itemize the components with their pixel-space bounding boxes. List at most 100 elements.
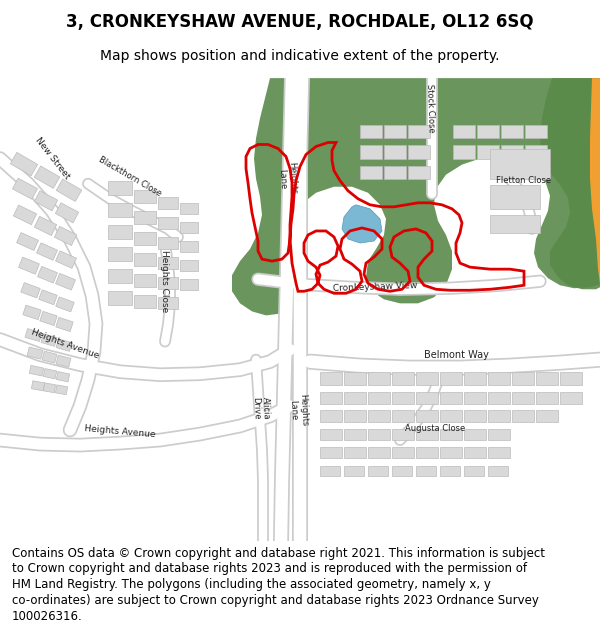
Polygon shape <box>360 126 382 139</box>
Polygon shape <box>525 126 547 139</box>
Polygon shape <box>368 466 388 476</box>
Polygon shape <box>344 392 366 404</box>
Polygon shape <box>180 202 198 214</box>
Polygon shape <box>540 78 600 289</box>
Polygon shape <box>56 251 76 268</box>
Polygon shape <box>342 205 382 243</box>
Polygon shape <box>108 291 132 306</box>
Polygon shape <box>158 197 178 209</box>
Polygon shape <box>134 232 156 245</box>
Polygon shape <box>41 334 57 346</box>
Polygon shape <box>512 372 534 385</box>
Polygon shape <box>158 237 178 249</box>
Polygon shape <box>43 369 57 379</box>
Polygon shape <box>560 392 582 404</box>
Polygon shape <box>37 243 58 260</box>
Polygon shape <box>34 191 58 211</box>
Polygon shape <box>488 372 510 385</box>
Polygon shape <box>31 381 44 391</box>
Polygon shape <box>488 429 510 440</box>
Polygon shape <box>108 202 132 217</box>
Polygon shape <box>158 298 178 309</box>
Polygon shape <box>134 190 156 202</box>
Polygon shape <box>158 278 178 289</box>
Text: HM Land Registry. The polygons (including the associated geometry, namely x, y: HM Land Registry. The polygons (includin… <box>12 578 491 591</box>
Polygon shape <box>490 185 540 209</box>
Polygon shape <box>180 260 198 271</box>
Polygon shape <box>134 295 156 308</box>
Polygon shape <box>536 392 558 404</box>
Polygon shape <box>25 329 42 341</box>
Polygon shape <box>464 466 484 476</box>
Text: Heights Close: Heights Close <box>161 250 170 312</box>
Polygon shape <box>320 410 342 422</box>
Polygon shape <box>488 410 510 422</box>
Polygon shape <box>55 226 77 246</box>
Polygon shape <box>488 392 510 404</box>
Polygon shape <box>477 146 499 159</box>
Polygon shape <box>408 146 430 159</box>
Polygon shape <box>392 429 414 440</box>
Polygon shape <box>440 466 460 476</box>
Polygon shape <box>320 372 342 385</box>
Text: Augusta Close: Augusta Close <box>405 424 465 432</box>
Text: Map shows position and indicative extent of the property.: Map shows position and indicative extent… <box>100 49 500 63</box>
Text: co-ordinates) are subject to Crown copyright and database rights 2023 Ordnance S: co-ordinates) are subject to Crown copyr… <box>12 594 539 607</box>
Text: Cronkeyshaw View: Cronkeyshaw View <box>332 281 418 293</box>
Text: Heights Avenue: Heights Avenue <box>84 424 156 439</box>
Polygon shape <box>17 232 38 251</box>
Polygon shape <box>42 351 57 363</box>
Polygon shape <box>453 126 475 139</box>
Polygon shape <box>488 447 510 458</box>
Polygon shape <box>108 225 132 239</box>
Polygon shape <box>13 205 37 225</box>
Polygon shape <box>440 447 462 458</box>
Polygon shape <box>464 447 486 458</box>
Polygon shape <box>56 297 74 312</box>
Polygon shape <box>344 447 366 458</box>
Polygon shape <box>134 274 156 288</box>
Text: Alicia
Drive: Alicia Drive <box>251 396 271 419</box>
Polygon shape <box>464 372 486 385</box>
Text: Fletton Close: Fletton Close <box>496 176 551 185</box>
Polygon shape <box>368 392 390 404</box>
Polygon shape <box>320 447 342 458</box>
Polygon shape <box>392 410 414 422</box>
Polygon shape <box>477 126 499 139</box>
Polygon shape <box>408 126 430 139</box>
Polygon shape <box>416 447 438 458</box>
Polygon shape <box>416 429 438 440</box>
Polygon shape <box>501 146 523 159</box>
Polygon shape <box>392 392 414 404</box>
Polygon shape <box>108 247 132 261</box>
Polygon shape <box>180 241 198 252</box>
Polygon shape <box>416 410 438 422</box>
Polygon shape <box>344 429 366 440</box>
Polygon shape <box>464 410 486 422</box>
Polygon shape <box>490 149 550 179</box>
Polygon shape <box>34 216 56 236</box>
Text: Belmont Way: Belmont Way <box>424 349 488 359</box>
Polygon shape <box>29 366 44 376</box>
Polygon shape <box>55 385 68 395</box>
Polygon shape <box>43 383 56 392</box>
Polygon shape <box>464 429 486 440</box>
Polygon shape <box>360 166 382 179</box>
Polygon shape <box>392 372 414 385</box>
Polygon shape <box>320 392 342 404</box>
Polygon shape <box>464 392 486 404</box>
Polygon shape <box>158 257 178 269</box>
Polygon shape <box>320 466 340 476</box>
Polygon shape <box>488 466 508 476</box>
Polygon shape <box>440 372 462 385</box>
Polygon shape <box>38 266 58 283</box>
Polygon shape <box>501 126 523 139</box>
Polygon shape <box>56 355 71 367</box>
Text: Heights
Lane: Heights Lane <box>287 393 308 427</box>
Polygon shape <box>408 166 430 179</box>
Polygon shape <box>392 447 414 458</box>
Polygon shape <box>512 392 534 404</box>
Polygon shape <box>344 466 364 476</box>
Polygon shape <box>56 273 76 290</box>
Polygon shape <box>108 181 132 195</box>
